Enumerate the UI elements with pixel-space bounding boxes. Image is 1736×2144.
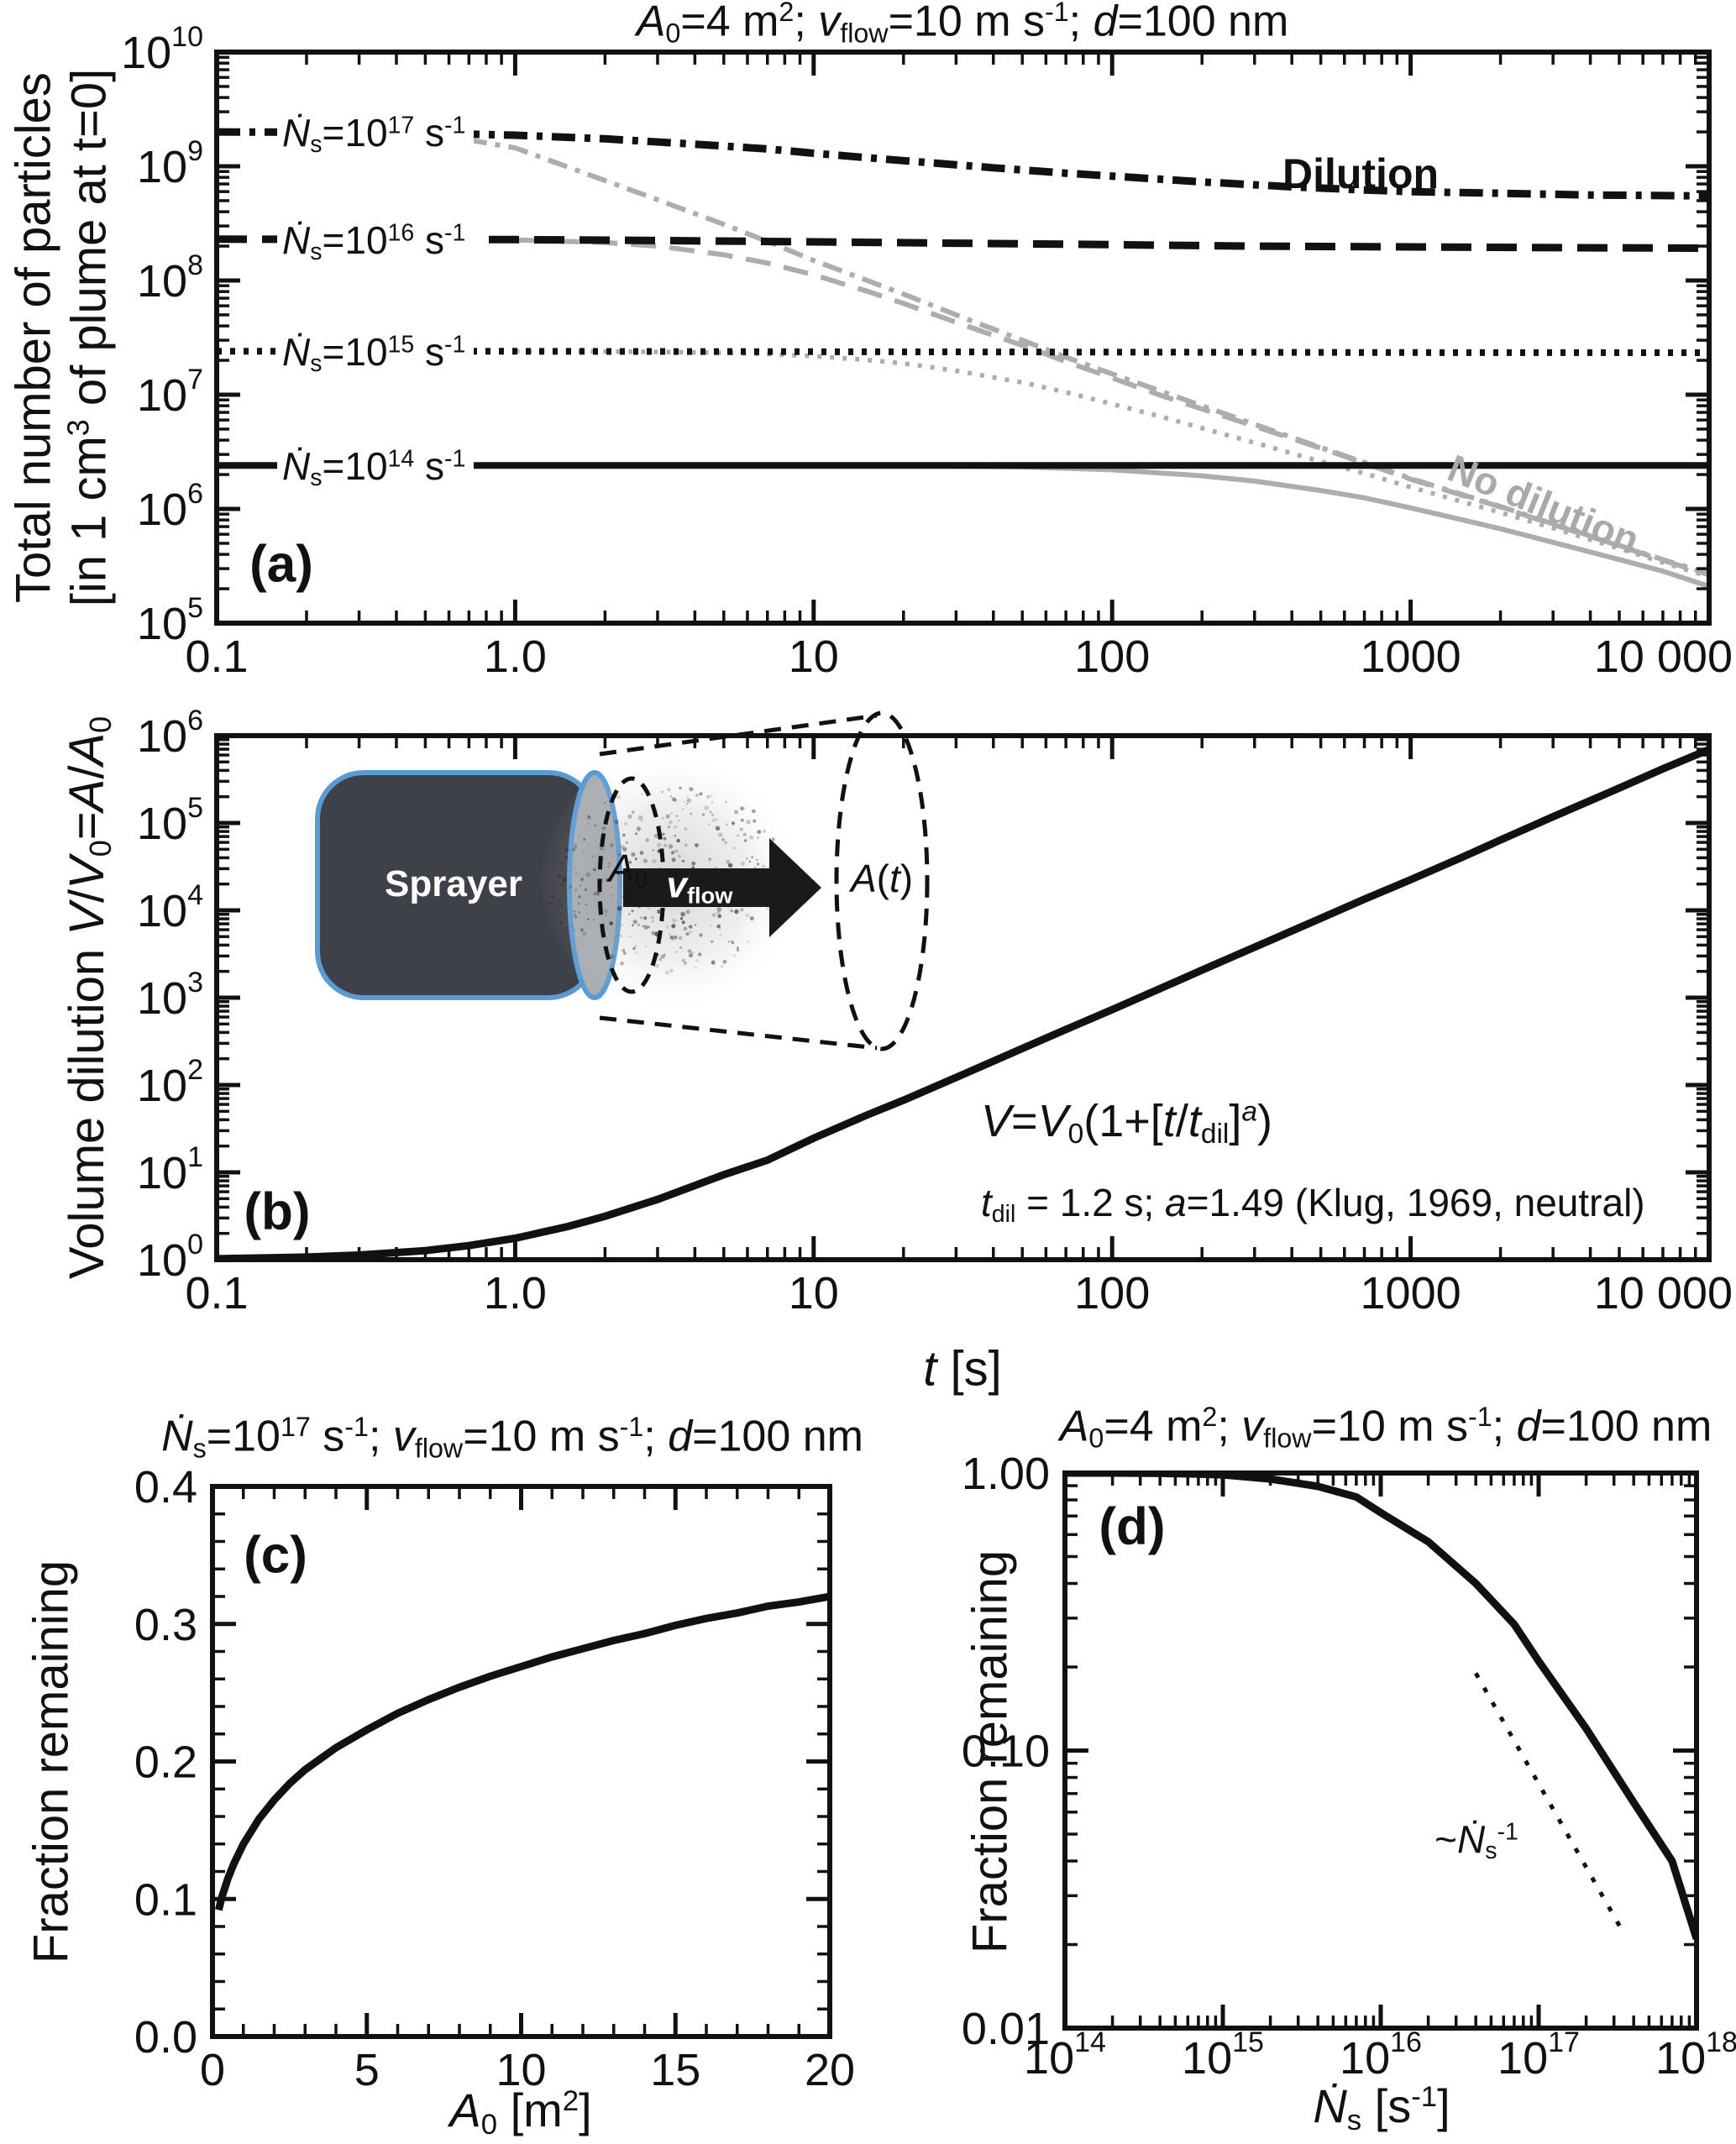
svg-text:1015: 1015 [1182, 2026, 1264, 2084]
panel-b-plot: 0.1 1.0 10 100 1000 10 0001001011021031041051… [137, 705, 1733, 1318]
svg-text:106: 106 [137, 705, 203, 762]
svg-text:5: 5 [354, 2045, 380, 2095]
flow-arrow [623, 838, 821, 937]
svg-text:109: 109 [137, 135, 203, 192]
panel-c-letter: (c) [244, 1526, 307, 1585]
panel-c-plot: 0 5 10 15 20 0.0 0.1 0.2 0.3 0.4 [134, 1462, 855, 2095]
series-volume-dilution-curve [217, 746, 1709, 1260]
svg-text:1.0: 1.0 [484, 632, 547, 682]
svg-text:10 000: 10 000 [1594, 632, 1733, 682]
svg-text:100: 100 [1074, 632, 1150, 682]
svg-text:0.3: 0.3 [134, 1600, 197, 1650]
svg-text:0.1: 0.1 [185, 632, 248, 682]
series-dilution-Ns1e16 [217, 235, 1709, 252]
svg-text:101: 101 [137, 1141, 203, 1198]
svg-text:108: 108 [137, 249, 203, 307]
svg-text:0.1: 0.1 [185, 1268, 248, 1318]
panel-d-title: A0=4 m2; vflow=10 m s-1; d=100 nm [1059, 1401, 1712, 1454]
sprayer-inset-diagram [315, 710, 930, 1051]
svg-text:105: 105 [137, 792, 203, 849]
panel-c-y-axis-title: Fraction remaining [24, 1560, 79, 1964]
series-no-dilution-Ns1e16 [515, 237, 1709, 578]
inset-at-label: A(t) [850, 857, 914, 900]
svg-text:1016: 1016 [1340, 2026, 1422, 2084]
svg-text:106: 106 [137, 478, 203, 535]
inset-a0-label: A0 [608, 846, 648, 894]
svg-text:10: 10 [789, 1268, 839, 1318]
series-fraction-remaining-vs-A0 [215, 1592, 830, 1911]
svg-text:0.0: 0.0 [134, 2012, 197, 2063]
panel-a-letter: (a) [249, 535, 313, 594]
svg-text:1018: 1018 [1655, 2026, 1736, 2084]
dilution-equation: V=V0(1+[t/tdil]a) [981, 1095, 1272, 1151]
panel-d-y-axis-title: Fraction remaining [962, 1549, 1018, 1954]
svg-text:15: 15 [650, 2045, 700, 2095]
series-no-dilution-Ns1e17 [425, 132, 1709, 577]
curve-label-ns-1e17: Ṅs=1017 s-1 [277, 109, 475, 160]
svg-text:1000: 1000 [1361, 632, 1461, 682]
sprayer-label: Sprayer [385, 863, 522, 904]
svg-text:1017: 1017 [1497, 2026, 1580, 2084]
svg-text:10: 10 [496, 2045, 546, 2095]
curve-label-ns-1e16: Ṅs=1016 s-1 [277, 217, 475, 267]
series-guide-line-Ns-minus-1 [1474, 1672, 1627, 1937]
svg-text:102: 102 [137, 1054, 203, 1111]
svg-text:100: 100 [1074, 1268, 1150, 1318]
panel-a-title: A0=4 m2; vflow=10 m s-1; d=100 nm [636, 0, 1289, 49]
svg-text:107: 107 [137, 364, 203, 421]
panel-c-title: Ṅs=1017 s-1; vflow=10 m s-1; d=100 nm [161, 1411, 863, 1464]
svg-text:0.4: 0.4 [134, 1462, 197, 1512]
svg-text:0.01: 0.01 [962, 2004, 1050, 2054]
svg-text:20: 20 [805, 2045, 855, 2095]
series-dilution-Ns1e17 [217, 128, 1709, 200]
curve-label-ns-1e15: Ṅs=1015 s-1 [277, 328, 475, 379]
curve-label-ns-1e14: Ṅs=1014 s-1 [277, 443, 475, 493]
svg-text:1.00: 1.00 [962, 1449, 1050, 1499]
svg-text:0.10: 0.10 [962, 1727, 1050, 1777]
cone-top-edge [599, 713, 878, 757]
svg-text:104: 104 [137, 879, 203, 936]
svg-text:1.0: 1.0 [484, 1268, 547, 1318]
panel-d-x-axis-title: Ṅs [s-1] [1313, 2079, 1450, 2136]
svg-text:103: 103 [137, 967, 203, 1024]
svg-text:0.1: 0.1 [134, 1874, 197, 1925]
time-axis-title: t [s] [923, 1341, 1002, 1397]
panel-c-x-axis-title: A0 [m2] [449, 2084, 592, 2141]
svg-text:1010: 1010 [121, 21, 203, 78]
panel-b-y-axis-title: Volume dilution V/V0=A/A0 [59, 716, 118, 1280]
at-area-ellipse [834, 710, 930, 1051]
equation-parameters: tdil = 1.2 s; a=1.49 (Klug, 1969, neutra… [981, 1180, 1645, 1229]
svg-text:0.2: 0.2 [134, 1738, 197, 1788]
inset-vflow-label: vflow [666, 864, 733, 909]
svg-text:10: 10 [789, 632, 839, 682]
svg-text:0: 0 [200, 2045, 225, 2095]
cone-bottom-edge [599, 1015, 878, 1051]
panel-d-letter: (d) [1099, 1497, 1166, 1556]
svg-text:10 000: 10 000 [1594, 1268, 1733, 1318]
panel-a-y-axis-title: Total number of particles [in 1 cm3 of pl… [6, 68, 117, 607]
guide-line-label: ~Ṅs-1 [1434, 1816, 1518, 1865]
dilution-annotation: Dilution [1282, 150, 1440, 197]
svg-text:1000: 1000 [1361, 1268, 1461, 1318]
panel-b-letter: (b) [244, 1182, 311, 1241]
